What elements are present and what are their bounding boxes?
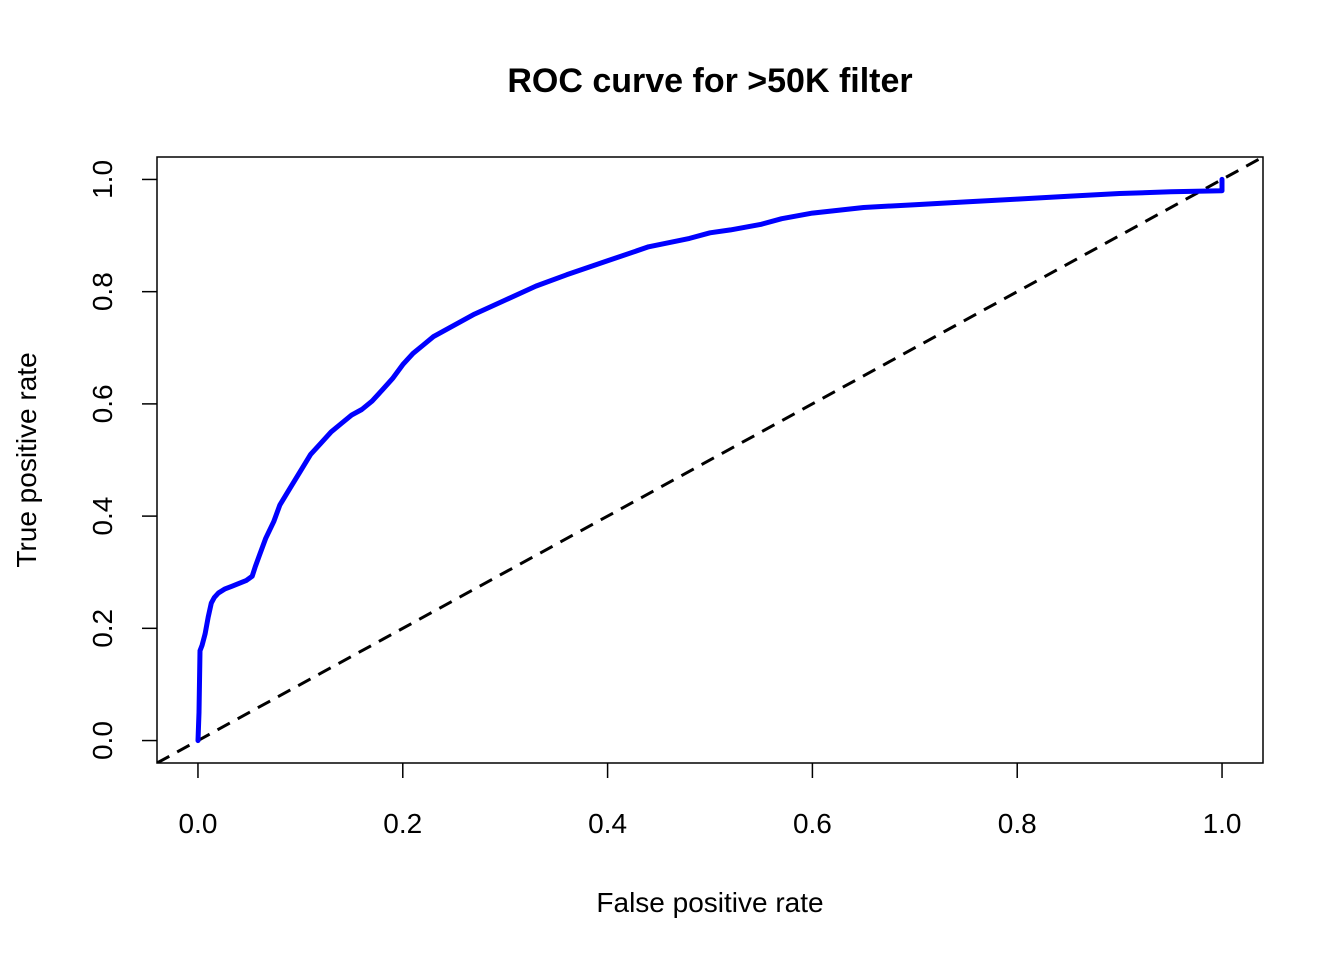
x-tick-label: 0.0 xyxy=(178,808,217,839)
y-tick-label: 0.4 xyxy=(87,497,118,536)
y-tick-label: 0.0 xyxy=(87,721,118,760)
x-tick-label: 0.8 xyxy=(998,808,1037,839)
y-axis-label: True positive rate xyxy=(11,352,42,567)
chance-diagonal-line xyxy=(157,157,1263,763)
roc-curve-line xyxy=(195,176,1225,744)
y-axis: 0.0 0.2 0.4 0.6 0.8 1.0 xyxy=(87,160,157,760)
chart-title: ROC curve for >50K filter xyxy=(507,62,912,100)
x-axis-label: False positive rate xyxy=(596,887,823,918)
y-tick-label: 0.6 xyxy=(87,384,118,423)
y-tick-label: 0.8 xyxy=(87,272,118,311)
plot-frame xyxy=(156,156,1264,764)
x-tick-label: 0.2 xyxy=(383,808,422,839)
x-axis: 0.0 0.2 0.4 0.6 0.8 1.0 xyxy=(178,763,1242,839)
x-tick-label: 0.4 xyxy=(588,808,627,839)
y-tick-label: 1.0 xyxy=(87,160,118,199)
x-tick-label: 0.6 xyxy=(793,808,832,839)
y-tick-label: 0.2 xyxy=(87,609,118,648)
x-tick-label: 1.0 xyxy=(1203,808,1242,839)
